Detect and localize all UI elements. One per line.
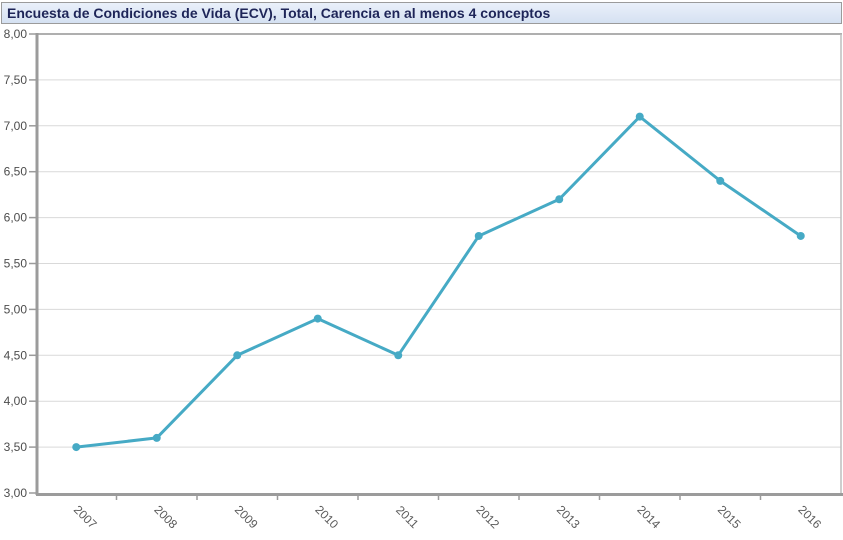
y-axis-label: 8,00 [4,27,28,41]
data-point-2007[interactable] [72,443,81,452]
series-line [74,115,803,449]
data-point-2013[interactable] [555,195,564,204]
x-axis-label-2010: 2010 [312,503,341,532]
data-point-2011[interactable] [394,351,403,360]
data-point-2012[interactable] [474,231,483,240]
data-point-2014[interactable] [635,112,644,121]
x-axis-label-2016: 2016 [795,503,824,532]
y-axis-label: 5,50 [4,257,28,271]
x-axis-label-2013: 2013 [554,503,583,532]
x-axis-label-2015: 2015 [715,503,744,532]
y-axis-label: 3,50 [4,440,28,454]
x-axis-label-2014: 2014 [634,503,663,532]
data-point-2008[interactable] [152,433,161,442]
y-axis-label: 4,50 [4,348,28,362]
data-point-2009[interactable] [233,351,242,360]
x-axis-label-2008: 2008 [151,503,180,532]
y-axis-label: 6,50 [4,165,28,179]
y-axis-label: 5,00 [4,302,28,316]
data-point-2016[interactable] [796,231,805,240]
y-axis-label: 7,50 [4,73,28,87]
x-axis-label-2007: 2007 [71,503,100,532]
data-point-2015[interactable] [716,176,725,185]
chart-title-bar: Encuesta de Condiciones de Vida (ECV), T… [1,2,842,24]
y-axis-label: 4,00 [4,394,28,408]
y-axis-label: 7,00 [4,119,28,133]
y-axis-label: 3,00 [4,486,28,500]
y-axis-label: 6,00 [4,211,28,225]
x-axis-label-2009: 2009 [232,503,261,532]
data-point-2010[interactable] [313,314,322,323]
chart-title: Encuesta de Condiciones de Vida (ECV), T… [7,5,551,21]
x-axis-label-2011: 2011 [393,503,421,531]
x-axis-label-2012: 2012 [473,503,502,532]
